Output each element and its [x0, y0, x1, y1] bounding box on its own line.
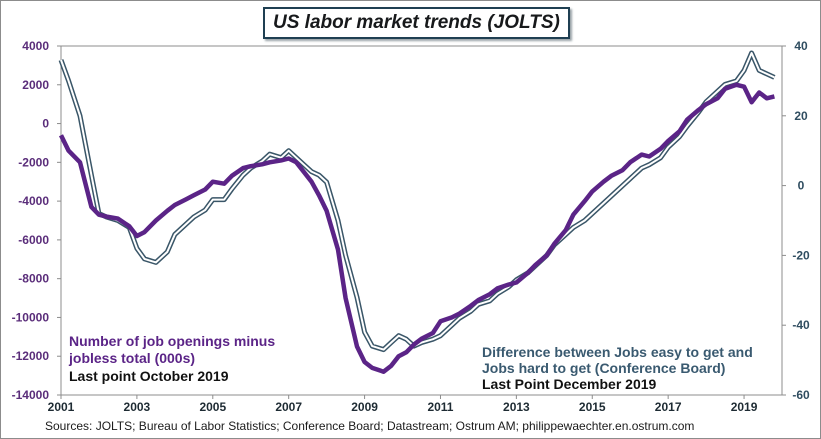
x-tick-label: 2003: [124, 400, 151, 414]
y-right-tick-label: -60: [792, 388, 810, 402]
series-conference-board: [60, 52, 775, 351]
x-axis: 2001 2003 2005 2007 2009 2011 2013 2015 2017 2019: [48, 395, 758, 414]
openings-annotation-line1: Number of job openings minus: [69, 333, 275, 349]
x-tick-label: 2007: [275, 400, 302, 414]
x-tick-label: 2013: [503, 400, 530, 414]
y-left-tick-label: -10000: [12, 310, 50, 324]
conference-annotation-line2: Jobs hard to get (Conference Board): [482, 360, 725, 376]
y-left-tick-label: 0: [42, 117, 49, 131]
y-right-tick-label: 40: [794, 39, 808, 53]
series-layer: [58, 50, 776, 374]
y-right-tick-label: 0: [798, 179, 805, 193]
conference-annotation-line1: Difference between Jobs easy to get and: [482, 344, 753, 360]
series-job-openings-minus-jobless: [58, 82, 775, 374]
y-left-tick-label: -14000: [12, 388, 50, 402]
x-tick-label: 2015: [579, 400, 606, 414]
series-conference-board-outline: [58, 50, 776, 353]
y-axis-left: 4000 2000 0 -2000 -4000 -6000 -8000 -10000 -1200…: [12, 39, 61, 402]
x-tick-label: 2019: [731, 400, 758, 414]
y-left-tick-label: -8000: [18, 272, 49, 286]
y-right-tick-label: -20: [792, 248, 810, 262]
x-tick-label: 2009: [351, 400, 378, 414]
y-left-tick-label: -4000: [18, 194, 49, 208]
y-axis-right: 40 20 0 -20 -40 -60: [782, 39, 810, 402]
y-left-tick-label: 2000: [22, 78, 49, 92]
chart-title: US labor market trends (JOLTS): [263, 7, 570, 39]
x-tick-label: 2011: [427, 400, 453, 414]
y-left-tick-label: -2000: [18, 155, 49, 169]
x-tick-label: 2001: [48, 400, 75, 414]
source-note: Sources: JOLTS; Bureau of Labor Statisti…: [45, 419, 695, 433]
y-left-tick-label: 4000: [22, 39, 49, 53]
openings-annotation-line2: jobless total (000s): [68, 350, 195, 366]
y-left-tick-label: -12000: [12, 349, 50, 363]
y-right-tick-label: 20: [794, 109, 808, 123]
x-tick-label: 2005: [199, 400, 226, 414]
conference-last-point: Last Point December 2019: [482, 376, 657, 392]
y-right-tick-label: -40: [792, 318, 810, 332]
plot-area: [60, 45, 783, 396]
openings-last-point: Last point October 2019: [69, 368, 229, 384]
x-tick-label: 2017: [655, 400, 682, 414]
y-left-tick-label: -6000: [18, 233, 49, 247]
